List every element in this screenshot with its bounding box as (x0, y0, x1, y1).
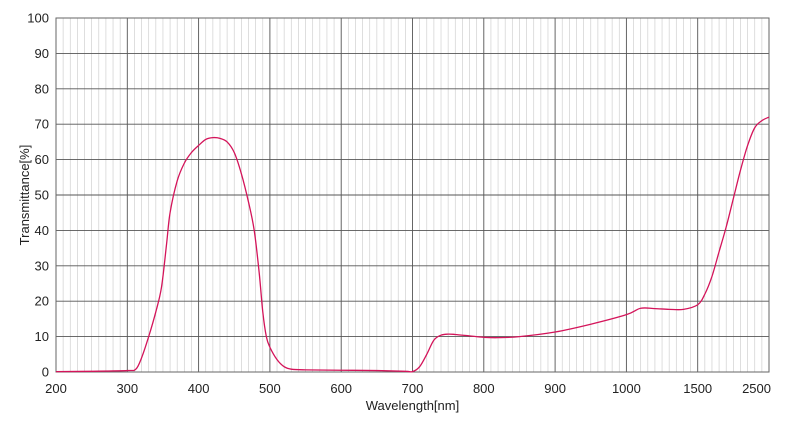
x-tick-label: 800 (473, 381, 495, 396)
x-tick-label: 200 (45, 381, 67, 396)
x-tick-label: 500 (259, 381, 281, 396)
y-tick-label: 10 (35, 329, 49, 344)
x-tick-label: 400 (188, 381, 210, 396)
y-tick-label: 90 (35, 46, 49, 61)
x-tick-label: 700 (402, 381, 424, 396)
y-tick-label: 0 (42, 365, 49, 380)
major-grid (56, 18, 769, 372)
y-tick-labels: 0 10 20 30 40 50 60 70 80 90 100 (27, 11, 49, 380)
y-axis-title: Transmittance[%] (17, 145, 32, 246)
y-tick-label: 20 (35, 294, 49, 309)
x-tick-label: 1000 (612, 381, 641, 396)
x-axis-title: Wavelength[nm] (366, 398, 459, 413)
x-tick-labels: 200 300 400 500 600 700 800 900 1000 1500 2500 (45, 381, 771, 396)
y-tick-label: 50 (35, 188, 49, 203)
y-tick-label: 30 (35, 258, 49, 273)
x-tick-label: 1500 (683, 381, 712, 396)
y-tick-label: 60 (35, 152, 49, 167)
y-tick-label: 40 (35, 223, 49, 238)
y-tick-label: 70 (35, 117, 49, 132)
x-tick-label: 900 (544, 381, 566, 396)
x-tick-label: 600 (330, 381, 352, 396)
x-tick-label: 300 (116, 381, 138, 396)
y-tick-label: 100 (27, 11, 49, 26)
transmittance-series-line (55, 116, 770, 373)
y-tick-label: 80 (35, 81, 49, 96)
x-tick-label: 2500 (742, 381, 771, 396)
